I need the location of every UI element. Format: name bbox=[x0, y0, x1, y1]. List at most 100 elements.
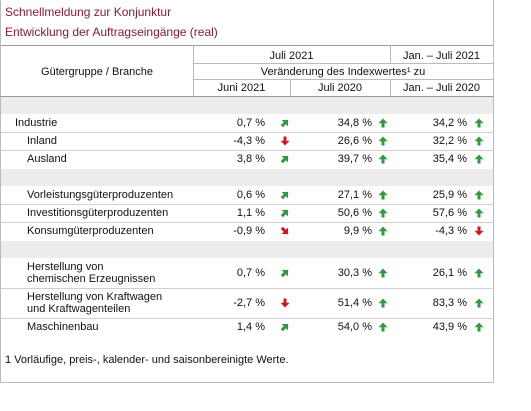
arrow-shape bbox=[378, 154, 388, 164]
cell-value: 57,6 % bbox=[432, 207, 467, 219]
trend-arrow bbox=[474, 190, 484, 200]
row-label: Vorleistungsgüterproduzenten bbox=[27, 189, 174, 201]
cell-value: 1,4 % bbox=[236, 321, 265, 333]
trend-arrow bbox=[280, 155, 289, 164]
trend-arrow bbox=[474, 154, 484, 164]
header-line bbox=[1, 45, 493, 46]
cell-value: 27,1 % bbox=[337, 189, 372, 201]
column-header: Juni 2021 bbox=[217, 82, 266, 94]
trend-arrow bbox=[378, 136, 388, 146]
trend-arrow bbox=[474, 136, 484, 146]
cell-value: -2,7 % bbox=[233, 297, 265, 309]
row-label: Ausland bbox=[27, 153, 67, 165]
frame bbox=[0, 0, 494, 383]
arrow-shape bbox=[280, 191, 289, 200]
arrow-shape bbox=[378, 298, 388, 308]
cell-value: 0,7 % bbox=[236, 267, 265, 279]
trend-arrow bbox=[280, 323, 289, 332]
arrow-shape bbox=[474, 226, 484, 236]
cell-value: 51,4 % bbox=[337, 297, 372, 309]
cell-value: 9,9 % bbox=[343, 225, 372, 237]
spacer-row bbox=[1, 241, 493, 258]
header-line bbox=[193, 79, 493, 80]
cell-value: -0,9 % bbox=[233, 225, 265, 237]
trend-arrow bbox=[378, 268, 388, 278]
spacer-row bbox=[1, 97, 493, 114]
arrow-shape bbox=[280, 226, 289, 235]
trend-arrow bbox=[474, 322, 484, 332]
trend-arrow bbox=[378, 190, 388, 200]
arrow-shape bbox=[280, 298, 290, 308]
arrow-shape bbox=[280, 155, 289, 164]
header-line bbox=[193, 63, 493, 64]
cell-value: 32,2 % bbox=[432, 135, 467, 147]
header-divider bbox=[390, 45, 391, 63]
row-line bbox=[1, 318, 493, 319]
cell-value: -4,3 % bbox=[435, 225, 467, 237]
arrow-shape bbox=[474, 298, 484, 308]
column-header: Jan. – Juli 2021 bbox=[402, 50, 481, 62]
row-line bbox=[1, 204, 493, 205]
arrow-shape bbox=[280, 119, 289, 128]
header-divider bbox=[390, 79, 391, 96]
row-label: Inland bbox=[27, 135, 57, 147]
cell-value: 35,4 % bbox=[432, 153, 467, 165]
row-label: Maschinenbau bbox=[27, 321, 99, 333]
header-divider bbox=[193, 45, 194, 96]
arrow-shape bbox=[378, 190, 388, 200]
arrow-shape bbox=[378, 208, 388, 218]
column-header: Juli 2021 bbox=[269, 50, 314, 62]
trend-arrow bbox=[280, 298, 290, 308]
header-line bbox=[1, 96, 493, 97]
cell-value: -4,3 % bbox=[233, 135, 265, 147]
cell-value: 0,7 % bbox=[236, 117, 265, 129]
cell-value: 39,7 % bbox=[337, 153, 372, 165]
arrow-shape bbox=[378, 226, 388, 236]
trend-arrow bbox=[474, 298, 484, 308]
cell-value: 50,6 % bbox=[337, 207, 372, 219]
arrow-shape bbox=[474, 154, 484, 164]
arrow-shape bbox=[280, 323, 289, 332]
row-line bbox=[1, 222, 493, 223]
trend-arrow bbox=[474, 208, 484, 218]
row-label: Herstellung von Kraftwagen und Kraftwage… bbox=[27, 291, 163, 315]
arrow-shape bbox=[280, 209, 289, 218]
arrow-shape bbox=[280, 136, 290, 146]
column-header: Jan. – Juli 2020 bbox=[402, 82, 481, 94]
trend-arrow bbox=[280, 269, 289, 278]
footnote: 1 Vorläufige, preis-, kalender- und sais… bbox=[5, 354, 289, 366]
cell-value: 34,2 % bbox=[432, 117, 467, 129]
trend-arrow bbox=[378, 118, 388, 128]
trend-arrow bbox=[378, 154, 388, 164]
arrow-shape bbox=[474, 190, 484, 200]
arrow-shape bbox=[280, 269, 289, 278]
cell-value: 34,8 % bbox=[337, 117, 372, 129]
arrow-shape bbox=[474, 268, 484, 278]
arrow-shape bbox=[474, 208, 484, 218]
row-line bbox=[1, 150, 493, 151]
trend-arrow bbox=[378, 208, 388, 218]
column-header: Veränderung des Indexwertes¹ zu bbox=[260, 66, 426, 78]
trend-arrow bbox=[474, 118, 484, 128]
row-label: Industrie bbox=[15, 117, 58, 129]
trend-arrow bbox=[378, 322, 388, 332]
row-label: Herstellung von chemischen Erzeugnissen bbox=[27, 261, 156, 285]
trend-arrow bbox=[280, 226, 289, 235]
spacer-row bbox=[1, 169, 493, 186]
cell-value: 83,3 % bbox=[432, 297, 467, 309]
column-header: Gütergruppe / Branche bbox=[41, 66, 153, 78]
arrow-shape bbox=[378, 268, 388, 278]
trend-arrow bbox=[280, 209, 289, 218]
column-header: Juli 2020 bbox=[317, 82, 363, 94]
row-label: Investitionsgüterproduzenten bbox=[27, 207, 169, 219]
trend-arrow bbox=[474, 226, 484, 236]
arrow-shape bbox=[378, 136, 388, 146]
arrow-shape bbox=[474, 118, 484, 128]
trend-arrow bbox=[378, 298, 388, 308]
subtitle: Entwicklung der Auftragseingänge (real) bbox=[5, 25, 218, 39]
row-label: Konsumgüterproduzenten bbox=[27, 225, 154, 237]
cell-value: 3,8 % bbox=[236, 153, 265, 165]
arrow-shape bbox=[378, 322, 388, 332]
cell-value: 25,9 % bbox=[432, 189, 467, 201]
